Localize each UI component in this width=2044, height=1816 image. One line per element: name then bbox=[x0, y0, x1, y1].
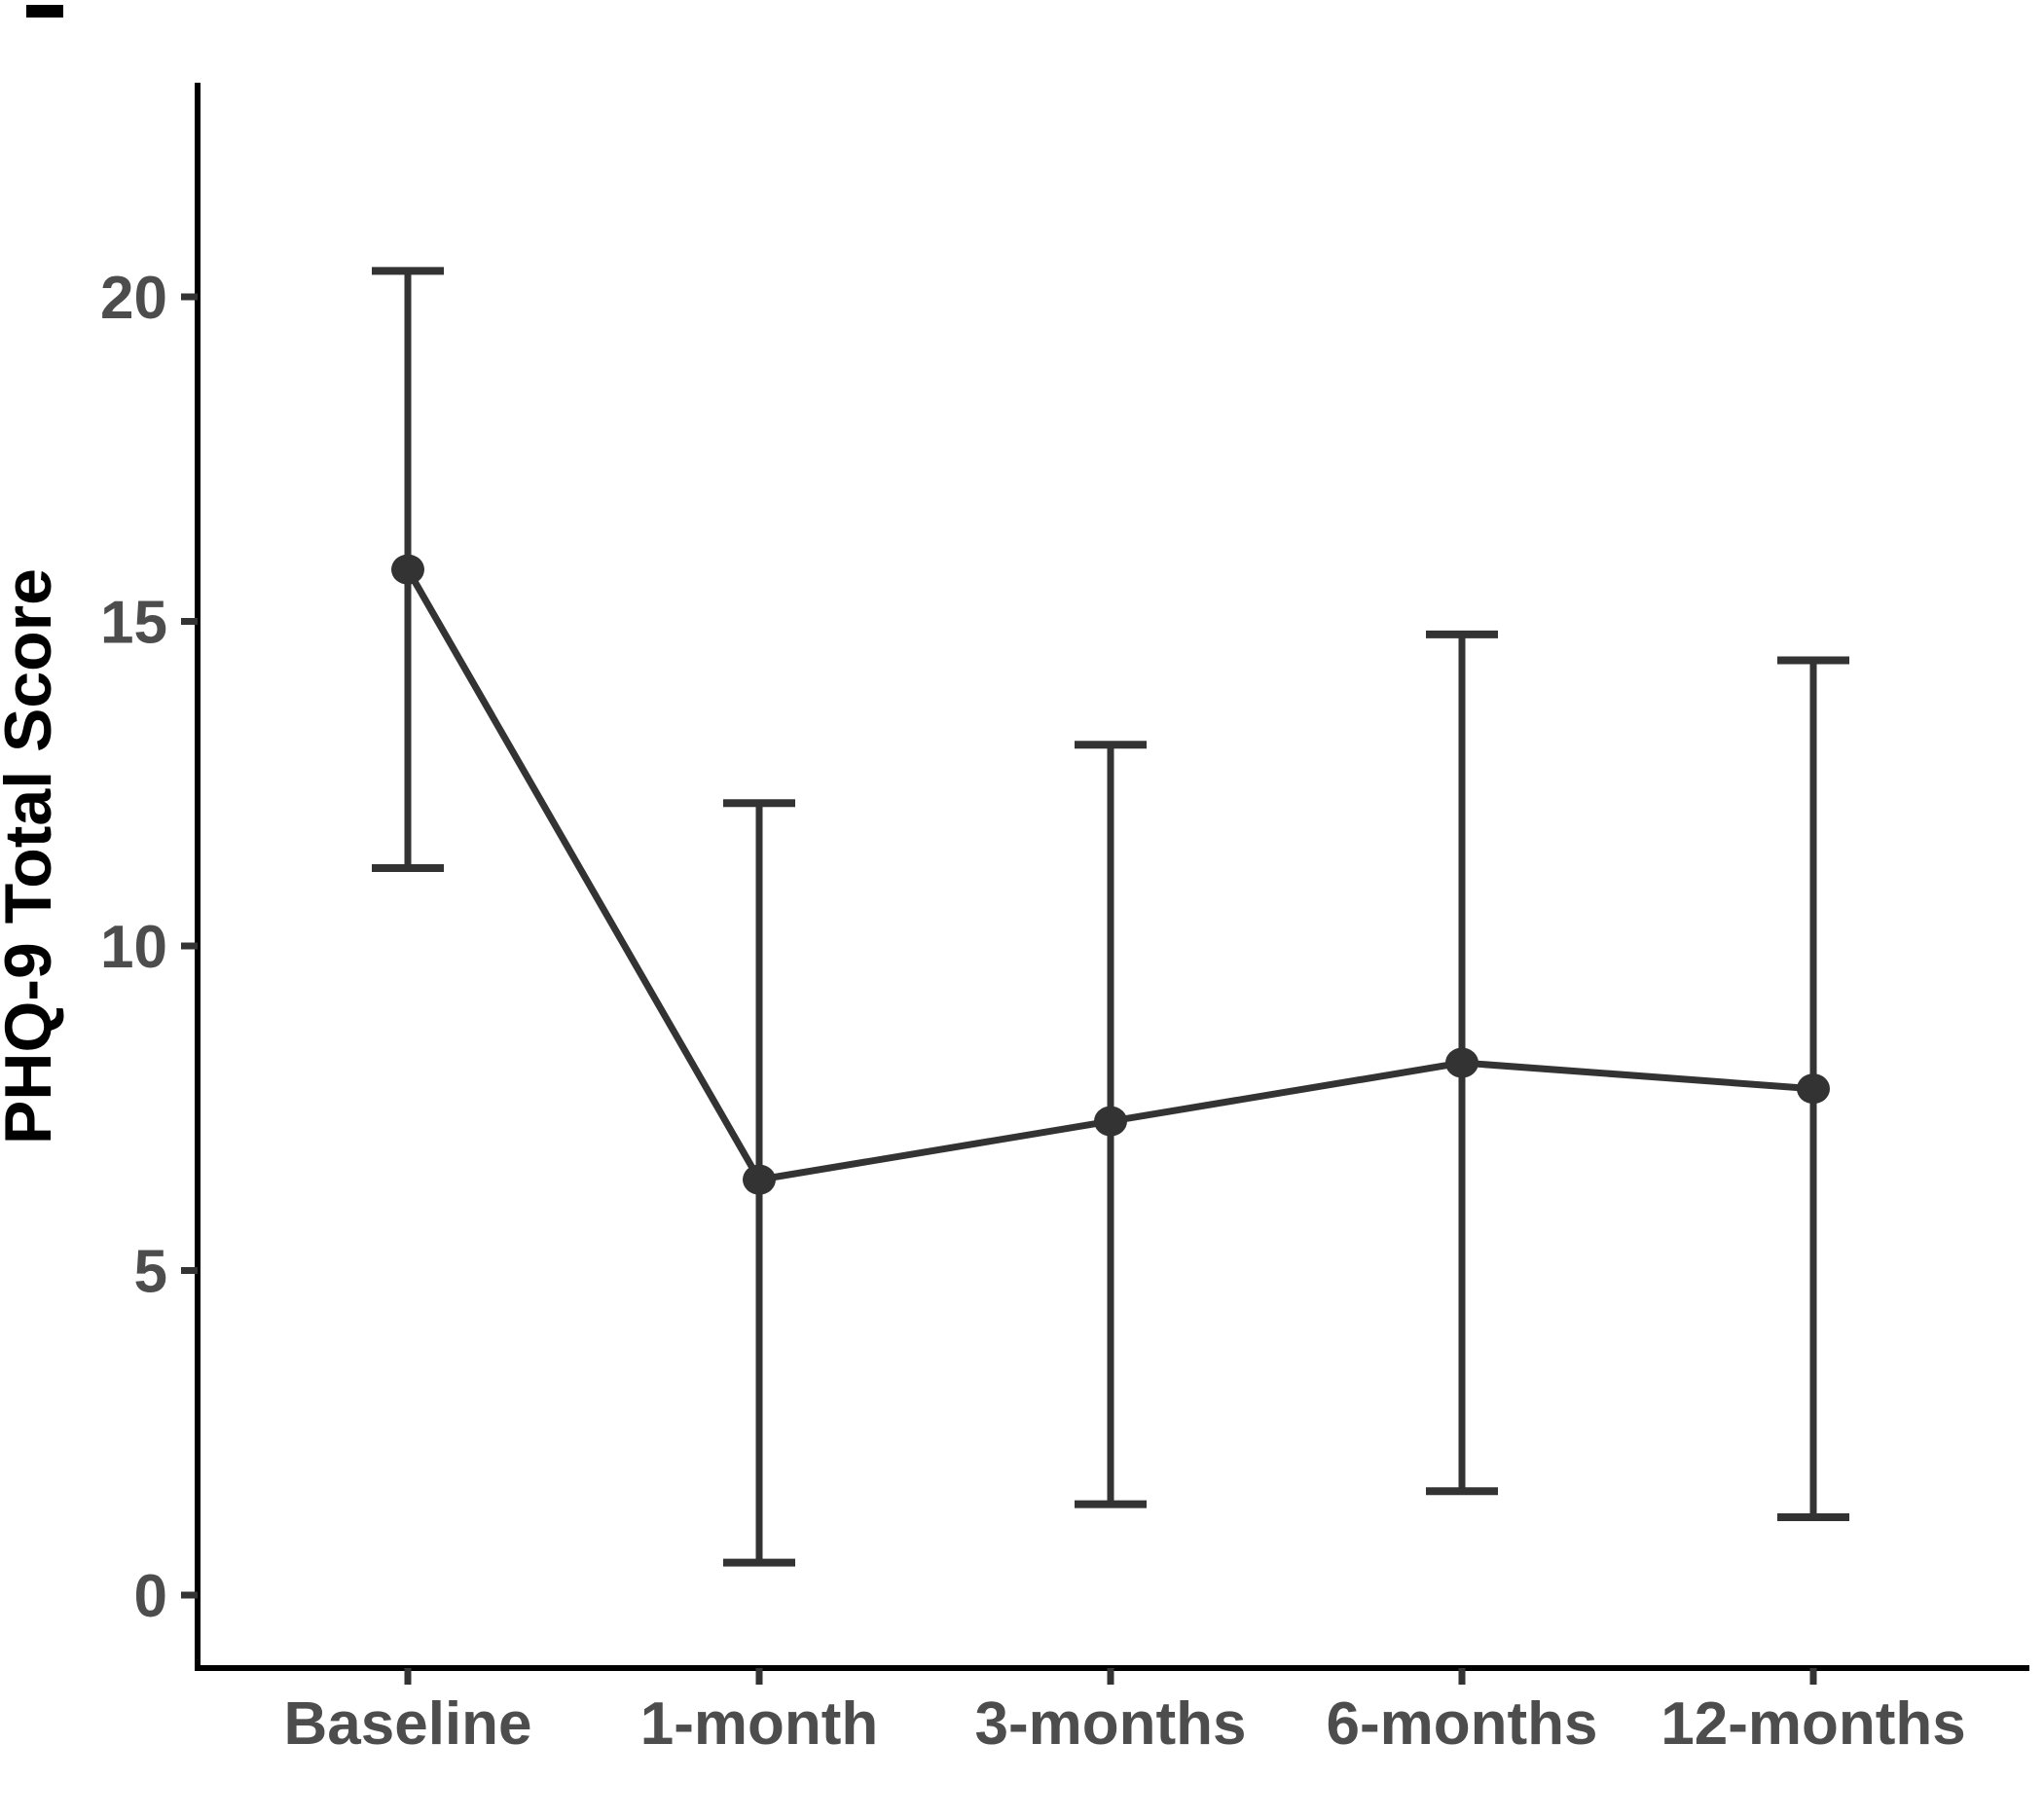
x-tick-label: 12-months bbox=[1661, 1690, 1965, 1758]
data-point bbox=[1445, 1047, 1478, 1078]
x-tick-label: 6-months bbox=[1327, 1690, 1598, 1758]
data-point bbox=[743, 1164, 776, 1195]
y-axis-title: PHQ-9 Total Score bbox=[0, 568, 65, 1144]
y-tick-label: 0 bbox=[134, 1563, 167, 1630]
x-tick-label: Baseline bbox=[283, 1690, 531, 1758]
x-tick-label: 1-month bbox=[640, 1690, 879, 1758]
y-tick-label: 15 bbox=[100, 590, 167, 657]
y-tick-label: 5 bbox=[134, 1239, 167, 1306]
corner-artifact-mark bbox=[26, 5, 63, 18]
y-tick-label: 20 bbox=[100, 265, 167, 332]
data-layer bbox=[372, 267, 1849, 1567]
data-point bbox=[1094, 1106, 1127, 1137]
y-tick-label: 10 bbox=[100, 914, 167, 981]
x-tick-label: 3-months bbox=[975, 1690, 1247, 1758]
data-point bbox=[391, 554, 424, 585]
data-point bbox=[1797, 1073, 1830, 1105]
axes-layer: 0 5 10 15 20 Baseline 1-month 3-months 6-months 1… bbox=[100, 83, 2029, 1758]
